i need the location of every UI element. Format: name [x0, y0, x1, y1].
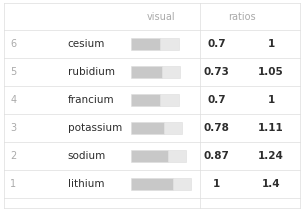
Bar	[168, 150, 186, 162]
Text: 0.73: 0.73	[204, 67, 230, 77]
Text: 1: 1	[10, 179, 16, 189]
Bar	[131, 66, 162, 78]
Bar	[164, 122, 182, 134]
Text: 5: 5	[10, 67, 16, 77]
Bar	[162, 66, 180, 78]
Text: 0.7: 0.7	[207, 95, 226, 105]
Text: 1.24: 1.24	[258, 151, 284, 161]
Text: 1: 1	[213, 179, 220, 189]
Bar	[131, 94, 161, 106]
Text: 1.11: 1.11	[258, 123, 284, 133]
Text: 4: 4	[10, 95, 16, 105]
Bar	[173, 178, 191, 190]
Text: 0.78: 0.78	[204, 123, 230, 133]
Text: 2: 2	[10, 151, 16, 161]
Text: 6: 6	[10, 39, 16, 49]
Bar	[161, 38, 178, 50]
Text: visual: visual	[147, 12, 175, 22]
Bar	[161, 94, 178, 106]
Bar	[131, 122, 164, 134]
Text: 1.05: 1.05	[258, 67, 284, 77]
Text: cesium: cesium	[68, 39, 105, 49]
Bar	[131, 38, 161, 50]
Text: lithium: lithium	[68, 179, 104, 189]
Bar	[131, 150, 168, 162]
Text: sodium: sodium	[68, 151, 106, 161]
Text: 0.7: 0.7	[207, 39, 226, 49]
Text: francium: francium	[68, 95, 114, 105]
Text: ratios: ratios	[229, 12, 256, 22]
Text: potassium: potassium	[68, 123, 122, 133]
Text: 1: 1	[267, 95, 275, 105]
Text: 1: 1	[267, 39, 275, 49]
Text: rubidium: rubidium	[68, 67, 115, 77]
Bar	[131, 178, 173, 190]
Text: 1.4: 1.4	[262, 179, 280, 189]
Text: 0.87: 0.87	[204, 151, 230, 161]
Text: 3: 3	[10, 123, 16, 133]
